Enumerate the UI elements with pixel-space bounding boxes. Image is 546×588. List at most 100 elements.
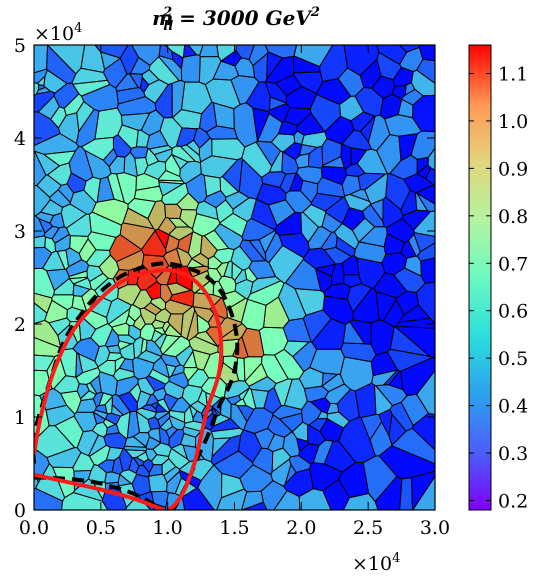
- y-tick-label: 0: [14, 500, 26, 522]
- contours: [34, 261, 240, 510]
- voronoi-cell: [416, 58, 435, 84]
- voronoi-cell: [123, 445, 148, 452]
- voronoi-cell: [106, 297, 132, 325]
- voronoi-cell: [223, 260, 233, 279]
- contour-solid: [34, 472, 165, 510]
- voronoi-cell: [119, 343, 135, 361]
- voronoi-cell: [183, 367, 199, 382]
- voronoi-cell: [94, 404, 108, 414]
- voronoi-cell: [252, 107, 270, 142]
- y-tick-label: 4: [14, 128, 26, 150]
- voronoi-cell: [102, 148, 118, 168]
- voronoi-cell: [91, 421, 108, 438]
- voronoi-cell: [119, 469, 138, 485]
- voronoi-cell: [119, 447, 133, 472]
- voronoi-cell: [367, 114, 391, 152]
- voronoi-cell: [360, 413, 383, 441]
- voronoi-cell: [339, 95, 364, 122]
- voronoi-cell: [389, 401, 414, 432]
- voronoi-cell: [398, 133, 418, 161]
- voronoi-cell: [293, 55, 321, 74]
- voronoi-cell: [203, 174, 222, 197]
- x-axis-multiplier: ×104: [352, 551, 400, 575]
- voronoi-cell: [65, 247, 83, 268]
- voronoi-cell: [356, 257, 386, 289]
- voronoi-cell: [296, 166, 323, 185]
- voronoi-cell: [47, 162, 72, 186]
- voronoi-cell: [308, 418, 328, 432]
- voronoi-cell: [416, 164, 432, 179]
- voronoi-cell: [375, 291, 397, 322]
- voronoi-cell: [271, 447, 292, 473]
- voronoi-cell: [234, 279, 254, 300]
- colorbar-tick-label: 0.6: [498, 301, 528, 323]
- voronoi-cell: [112, 134, 132, 158]
- voronoi-cell: [171, 80, 186, 119]
- voronoi-cell: [343, 193, 372, 212]
- colorbar-ticks: 0.2 0.3 0.4 0.5 0.6 0.7 0.8 0.9 1.0 1.1: [469, 63, 528, 513]
- voronoi-cell: [357, 172, 386, 191]
- voronoi-cell: [163, 393, 179, 412]
- voronoi-cell: [60, 203, 87, 229]
- voronoi-cell: [219, 362, 240, 385]
- voronoi-cell: [117, 284, 142, 306]
- voronoi-cell: [307, 145, 324, 169]
- voronoi-cell: [416, 242, 435, 262]
- x-tick-label: 2.5: [353, 517, 383, 539]
- voronoi-cell: [411, 470, 435, 510]
- voronoi-cell: [141, 230, 167, 257]
- colorbar-tick-label: 1.0: [498, 111, 528, 133]
- voronoi-cell: [385, 217, 416, 243]
- voronoi-cell: [199, 45, 219, 58]
- voronoi-cell: [148, 368, 170, 385]
- voronoi-cell: [155, 403, 168, 413]
- colorbar-tick-label: 0.5: [498, 348, 528, 370]
- voronoi-cell: [274, 348, 305, 380]
- voronoi-cell: [221, 157, 243, 193]
- voronoi-cell: [302, 309, 332, 343]
- voronoi-cell: [324, 383, 351, 405]
- voronoi-cell: [131, 45, 161, 66]
- voronoi-cell: [151, 329, 163, 343]
- voronoi-cell: [80, 390, 97, 401]
- x-tick-label: 0.5: [86, 517, 116, 539]
- voronoi-cell: [83, 176, 101, 204]
- voronoi-cell: [315, 268, 333, 293]
- x-tick-label: 0.0: [19, 517, 49, 539]
- voronoi-cell: [179, 160, 202, 184]
- voronoi-cell: [249, 276, 282, 295]
- colorbar-tick-label: 1.1: [498, 63, 528, 85]
- colorbar-tick-label: 0.8: [498, 206, 528, 228]
- voronoi-cell: [204, 78, 241, 110]
- chart-title: mll2 = 3000 GeV2: [152, 5, 320, 34]
- voronoi-cell: [133, 456, 145, 467]
- voronoi-cell: [143, 160, 167, 180]
- voronoi-cell: [136, 129, 150, 148]
- voronoi-cell: [34, 354, 56, 372]
- voronoi-cell: [176, 192, 199, 211]
- voronoi-cell: [296, 437, 310, 452]
- voronoi-cell: [147, 416, 161, 430]
- voronoi-cell: [269, 150, 284, 173]
- voronoi-cell: [111, 404, 124, 417]
- colorbar-tick-label: 0.7: [498, 253, 528, 275]
- voronoi-cell: [68, 270, 88, 280]
- voronoi-cell: [92, 409, 108, 420]
- colorbar-tick-label: 0.3: [498, 443, 528, 465]
- voronoi-cell: [376, 51, 402, 81]
- voronoi-cell: [168, 448, 191, 470]
- voronoi-cell: [263, 387, 282, 414]
- voronoi-cell: [398, 45, 421, 53]
- voronoi-cell: [268, 245, 304, 284]
- voronoi-cell: [196, 314, 211, 334]
- contour-solid: [34, 268, 224, 510]
- voronoi-cell: [72, 337, 100, 362]
- voronoi-cell: [115, 375, 139, 397]
- voronoi-cell: [234, 398, 247, 407]
- voronoi-cell: [382, 196, 404, 229]
- voronoi-cell: [34, 111, 61, 147]
- voronoi-cell: [130, 56, 151, 75]
- voronoi-cell: [391, 84, 407, 100]
- voronoi-cell: [248, 260, 277, 280]
